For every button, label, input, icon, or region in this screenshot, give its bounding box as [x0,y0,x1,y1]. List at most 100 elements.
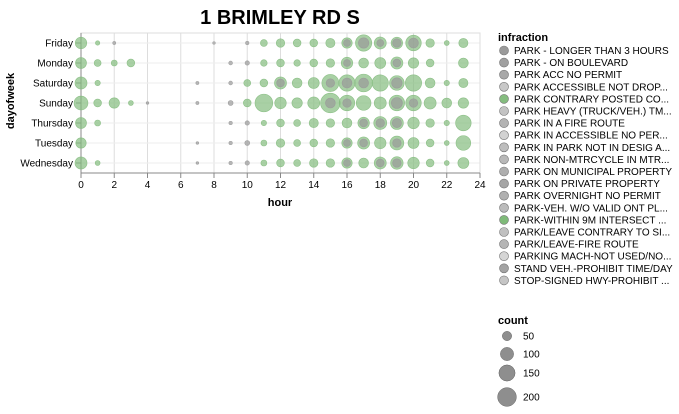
data-point [128,100,134,106]
data-point [425,58,435,68]
data-point [325,97,336,109]
legend-size-label: 200 [523,393,540,404]
data-point [457,157,470,169]
data-point [126,58,136,68]
legend-swatch [499,178,509,189]
x-tick-label: 8 [211,180,217,191]
y-axis-title: dayofweek [5,72,17,129]
legend-swatch [499,94,509,104]
data-point [293,59,301,67]
data-point [373,96,387,110]
legend-item-label: PARK CONTRARY POSTED CO... [514,94,669,105]
data-point [93,98,102,108]
legend-item-label: PARK ON PRIVATE PROPERTY [514,179,660,190]
legend-item-label: STOP-SIGNED HWY-PROHIBIT ... [514,276,669,287]
data-point [343,139,351,147]
data-point [392,58,402,68]
data-point [325,58,335,68]
legend-color-title: infraction [498,32,548,44]
legend-item-label: PARK OVERNIGHT NO PERMIT [514,191,661,202]
data-point [293,139,301,147]
data-point [145,101,150,105]
legend-size-items: 50 100 150 200 [497,331,540,407]
data-point [276,158,285,168]
x-tick-label: 0 [78,180,84,191]
data-point [293,119,301,127]
data-point [376,158,385,168]
x-tick-label: 16 [341,180,353,191]
data-point [212,41,216,45]
data-point [260,59,268,67]
y-axis: Friday Monday Saturday Sunday Thursday Tuesda… [20,33,82,173]
data-point [260,139,268,147]
data-point [254,93,274,113]
data-point [425,38,435,48]
data-point [260,159,268,167]
data-point [275,138,286,148]
data-point [228,60,233,66]
data-point [309,158,319,168]
legend-swatch [499,263,509,274]
legend-size-circle [497,387,517,407]
y-tick-label: Tuesday [35,139,73,150]
data-point [73,95,89,111]
chart-title: 1 BRIMLEY RD S [200,7,360,29]
data-point [443,120,450,126]
data-point [407,156,420,170]
data-point [358,57,369,69]
legend-item-label: PARK IN A FIRE ROUTE [514,119,625,130]
data-point [93,59,102,67]
data-point [228,80,233,86]
data-point [227,100,234,106]
data-point [458,78,469,88]
data-point [228,160,233,166]
data-point [457,97,469,109]
data-point [343,39,351,47]
data-point [274,96,287,110]
y-tick-label: Sunday [39,99,73,110]
data-point [244,140,251,146]
data-point [307,96,321,110]
legend-item-label: PARK ACCESSIBLE NOT DROP... [514,82,668,93]
data-point [308,118,319,128]
data-point [458,38,469,48]
points-layer [73,34,472,170]
data-point [108,97,120,109]
data-point [292,38,302,48]
data-point [309,138,318,148]
data-point [275,38,286,48]
x-tick-label: 20 [408,180,420,191]
data-point [458,57,469,69]
data-point [359,138,368,148]
data-point [343,59,351,67]
data-point [243,79,252,87]
data-point [443,40,450,46]
data-point [408,37,419,49]
data-point [407,116,420,130]
legend-swatch [499,82,509,92]
legend-size-label: 50 [523,332,535,343]
legend-item-label: PARK IN PARK NOT IN DESIG A... [514,143,670,154]
x-tick-label: 10 [242,180,254,191]
legend-swatch [499,130,509,140]
data-point [94,160,101,166]
data-point [359,118,368,128]
legend-size-label: 150 [523,369,540,380]
legend-item-label: PARK - LONGER THAN 3 HOURS [514,46,669,57]
legend-item-label: PARKING MACH-NOT USED/NO... [514,252,671,263]
data-point [423,96,437,110]
legend-swatch [499,275,509,286]
legend-swatch [499,239,509,249]
data-point [325,38,336,48]
data-point [228,140,233,146]
data-point [358,77,369,89]
data-point [391,97,403,109]
data-point [195,101,200,105]
data-point [110,59,118,67]
y-tick-label: Wednesday [20,159,73,170]
legend-swatch [499,118,509,128]
x-tick-label: 14 [308,180,320,191]
y-tick-label: Thursday [31,119,73,130]
